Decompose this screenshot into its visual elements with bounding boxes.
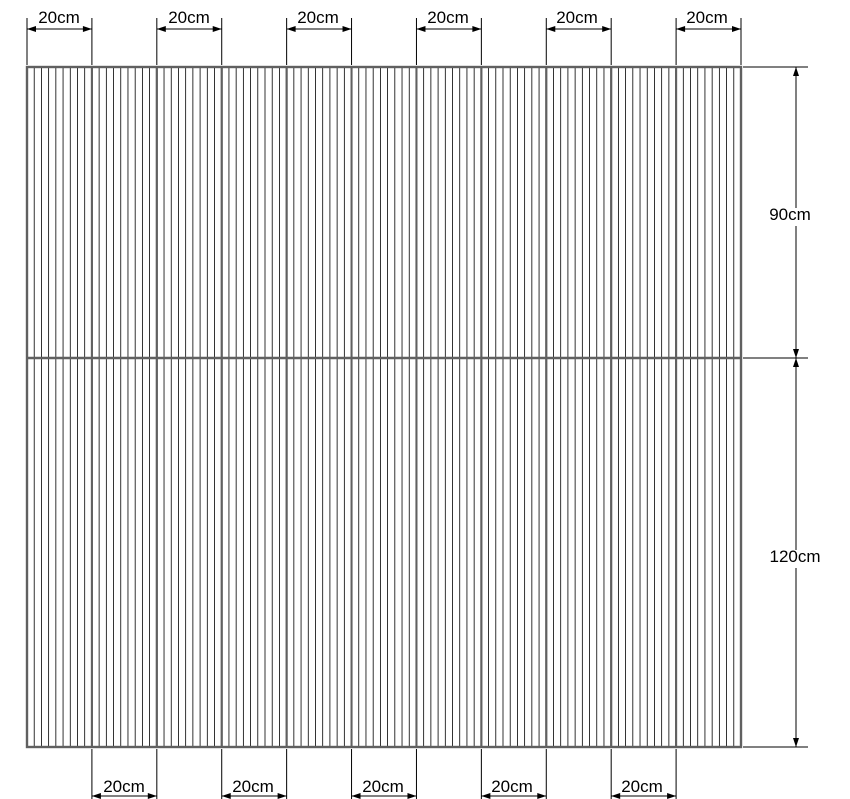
dimension-arrow [793,358,799,367]
panel [480,357,548,748]
dimension-arrow [793,738,799,747]
panel [90,357,158,748]
panel [545,357,613,748]
bottom-dimension-label: 20cm [362,777,404,796]
dimension-arrow [91,793,101,799]
panel [610,66,678,359]
dimension-arrow [221,793,231,799]
top-dimension-label: 20cm [297,8,339,27]
top-dimension-label: 20cm [427,8,469,27]
dimension-lines [26,18,808,799]
dimension-arrow [676,26,686,32]
panel [285,357,353,748]
panel [350,66,418,359]
dimension-arrow [793,67,799,76]
bottom-dimension-label: 20cm [232,777,274,796]
dimension-arrow [537,793,547,799]
bottom-dimension-label: 20cm [621,777,663,796]
dimension-arrow [667,793,677,799]
panel [26,357,93,748]
panel [675,66,742,359]
top-dimension-label: 20cm [168,8,210,27]
panel [220,66,288,359]
bottom-dimension-label: 20cm [491,777,533,796]
panel [350,357,418,748]
panel [155,357,223,748]
dimension-arrow [407,793,417,799]
panel [26,66,93,359]
dimension-arrow [286,26,296,32]
panel [675,357,742,748]
outer-frame [25,65,743,749]
dimension-arrow [147,793,157,799]
dimension-arrow [611,793,621,799]
top-dimension-label: 20cm [556,8,598,27]
panel [90,66,158,359]
dimension-arrow [27,26,36,32]
right-upper-dimension-label: 90cm [769,205,811,224]
dimension-arrow [793,349,799,358]
dimension-arrow [82,26,92,32]
panel [415,357,483,748]
dimension-arrow [212,26,222,32]
dimension-arrow [472,26,482,32]
dimension-arrow [481,793,491,799]
panel [480,66,548,359]
dimension-arrow [732,26,741,32]
right-lower-dimension-label: 120cm [769,547,820,566]
dimension-arrow [277,793,287,799]
bottom-dimension-label: 20cm [103,777,145,796]
dimension-arrow [602,26,612,32]
panel-frames [25,65,743,749]
panel [155,66,223,359]
dimension-arrow [156,26,166,32]
dimension-arrow [546,26,556,32]
dimension-arrow [351,793,361,799]
top-dimension-label: 20cm [38,8,80,27]
panel-hatching [33,67,735,747]
panel [285,66,353,359]
panel [415,66,483,359]
dimension-arrow [416,26,426,32]
dimension-arrow [342,26,352,32]
panel [545,66,613,359]
top-dimension-label: 20cm [686,8,728,27]
panel [610,357,678,748]
panel [220,357,288,748]
